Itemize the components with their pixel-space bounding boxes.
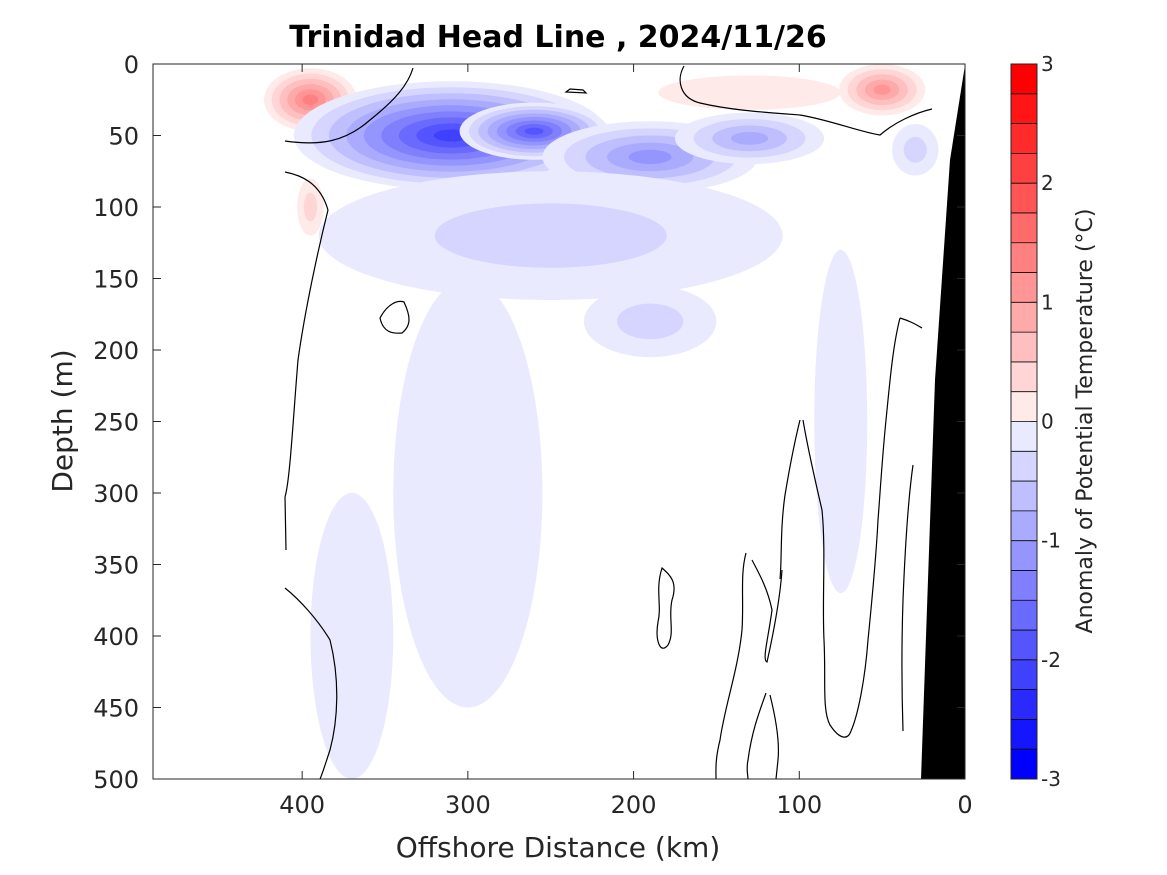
colorbar-level <box>1011 421 1037 452</box>
colorbar-tick-label: -3 <box>1041 767 1061 791</box>
y-tick-label: 400 <box>93 623 139 651</box>
colorbar-tick-label: 3 <box>1041 52 1054 76</box>
colorbar-level <box>1011 689 1037 720</box>
y-axis-label: Depth (m) <box>46 349 79 492</box>
anomaly-contour-fill <box>303 192 318 222</box>
anomaly-contour-fill <box>730 131 769 145</box>
x-tick-label: 400 <box>279 791 325 819</box>
anomaly-contour-fill <box>658 75 841 110</box>
anomaly-contour-fill <box>903 136 927 163</box>
colorbar-level <box>1011 272 1037 303</box>
contour-line <box>751 559 783 663</box>
colorbar-level <box>1011 630 1037 660</box>
contour-line <box>899 317 923 329</box>
y-tick-label: 500 <box>93 766 139 794</box>
contour-line <box>877 317 901 521</box>
colorbar-level <box>1011 302 1037 333</box>
colorbar-level <box>1011 183 1037 213</box>
anomaly-contour-fill <box>310 493 394 779</box>
contour-line <box>779 419 801 580</box>
colorbar-level <box>1011 332 1037 362</box>
colorbar-level <box>1011 481 1037 511</box>
anomaly-contour-fill <box>393 278 543 708</box>
contour-line <box>769 694 780 779</box>
y-tick-label: 450 <box>93 695 139 723</box>
ocean-bottom-shelf <box>921 65 965 779</box>
x-axis: 400 300 200 100 0 <box>279 64 973 819</box>
anomaly-contour-fill <box>524 127 544 135</box>
x-tick-label: 100 <box>776 791 822 819</box>
contour-line <box>379 300 410 334</box>
x-tick-label: 300 <box>445 791 491 819</box>
colorbar-tick-label: -1 <box>1041 529 1061 553</box>
y-tick-label: 100 <box>93 194 139 222</box>
contour-line <box>284 67 414 144</box>
y-tick-label: 50 <box>108 123 139 151</box>
colorbar-tick-label: 0 <box>1041 410 1054 434</box>
contour-line <box>284 209 329 498</box>
colorbar: 3 2 1 0 -1 -2 -3 <box>1010 52 1061 791</box>
y-tick-label: 0 <box>124 51 139 79</box>
colorbar-level <box>1011 600 1037 631</box>
colorbar-level <box>1011 570 1037 601</box>
colorbar-level <box>1011 719 1037 750</box>
anomaly-field <box>264 64 939 779</box>
colorbar-level <box>1011 153 1037 184</box>
colorbar-level <box>1011 242 1037 273</box>
contour-line <box>715 552 747 779</box>
y-tick-label: 300 <box>93 480 139 508</box>
colorbar-level <box>1011 749 1037 779</box>
colorbar-level <box>1011 361 1037 392</box>
x-tick-label: 0 <box>957 791 972 819</box>
x-tick-label: 200 <box>611 791 657 819</box>
colorbar-level <box>1011 212 1037 243</box>
colorbar-level <box>1011 391 1037 422</box>
anomaly-contour-fill <box>302 94 319 105</box>
anomaly-contour-fill <box>617 303 684 340</box>
colorbar-level <box>1011 123 1037 154</box>
contour-line <box>284 496 287 551</box>
anomaly-contour-fill <box>434 203 667 268</box>
contour-line <box>802 419 852 738</box>
y-tick-label: 350 <box>93 552 139 580</box>
anomaly-contour-fill <box>628 149 672 165</box>
contour-line <box>564 88 588 94</box>
colorbar-level <box>1011 659 1037 690</box>
contour-line <box>284 587 338 779</box>
colorbar-level <box>1011 510 1037 541</box>
chart-title: Trinidad Head Line , 2024/11/26 <box>289 20 826 55</box>
contour-line <box>284 171 329 211</box>
contour-line <box>656 566 675 649</box>
colorbar-tick-label: -2 <box>1041 648 1061 672</box>
colorbar-tick-label: 2 <box>1041 171 1054 195</box>
contour-line <box>679 65 933 136</box>
y-axis: 0 50 100 150 200 250 300 350 400 450 500 <box>93 51 965 794</box>
colorbar-tick-label: 1 <box>1041 290 1054 314</box>
colorbar-label: Anomaly of Potential Temperature (°C) <box>1073 209 1098 634</box>
x-axis-label: Offshore Distance (km) <box>396 831 721 864</box>
y-tick-label: 200 <box>93 337 139 365</box>
contour-line <box>850 519 879 732</box>
zero-contours <box>284 65 933 779</box>
anomaly-contour-fill <box>873 84 891 95</box>
y-tick-label: 250 <box>93 409 139 437</box>
colorbar-level <box>1011 64 1037 94</box>
colorbar-level <box>1011 540 1037 571</box>
y-tick-label: 150 <box>93 266 139 294</box>
colorbar-level <box>1011 451 1037 482</box>
anomaly-contour-fill <box>814 249 868 594</box>
contour-line <box>746 692 767 779</box>
contour-line <box>901 464 914 732</box>
colorbar-level <box>1011 93 1037 124</box>
